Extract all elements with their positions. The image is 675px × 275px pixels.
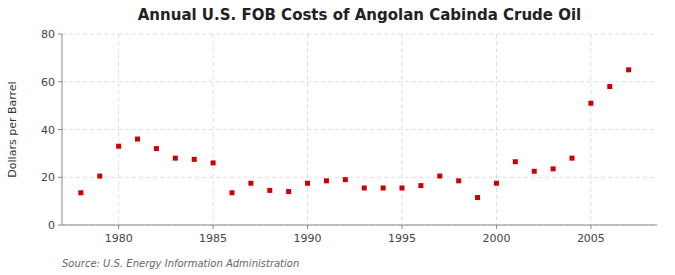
points [78, 67, 631, 200]
grid-line-x [213, 34, 214, 225]
point [418, 183, 423, 188]
point [475, 195, 480, 200]
x-tick-label: 1985 [199, 232, 227, 245]
grid-line-x [590, 34, 591, 225]
point [588, 101, 593, 106]
x-tick [590, 225, 591, 229]
x-tick-label: 1990 [294, 232, 322, 245]
point [173, 156, 178, 161]
x-tick [496, 225, 497, 229]
grid-line-y [62, 177, 657, 178]
point [362, 185, 367, 190]
y-tick-label: 60 [41, 76, 55, 89]
source-note: Source: U.S. Energy Information Administ… [62, 258, 299, 269]
grid-line-x [307, 34, 308, 225]
x-tick-label: 1980 [105, 232, 133, 245]
x-tick-label: 2005 [577, 232, 605, 245]
x-tick-label: 1995 [388, 232, 416, 245]
axes: 1980 1985 1990 1995 2000 2005 0 20 40 60 80 [41, 28, 605, 245]
point [154, 146, 159, 151]
x-tick-label: 2000 [482, 232, 510, 245]
x-tick [213, 225, 214, 229]
grid [62, 34, 657, 225]
x-axis-line [62, 225, 657, 226]
point [135, 137, 140, 142]
y-tick [58, 177, 62, 178]
grid-line-x [496, 34, 497, 225]
grid-line-x [402, 34, 403, 225]
y-tick-label: 0 [48, 219, 55, 232]
chart: Annual U.S. FOB Costs of Angolan Cabinda… [0, 0, 675, 275]
point [551, 166, 556, 171]
point [626, 67, 631, 72]
y-axis-label: Dollars per Barrel [6, 81, 19, 177]
point [381, 185, 386, 190]
point [248, 181, 253, 186]
point [78, 190, 83, 195]
point [607, 84, 612, 89]
point [286, 189, 291, 194]
y-tick-label: 80 [41, 28, 55, 41]
point [400, 185, 405, 190]
y-tick-label: 40 [41, 124, 55, 137]
y-tick [58, 129, 62, 130]
point [267, 188, 272, 193]
grid-line-y [62, 34, 657, 35]
point [532, 169, 537, 174]
y-tick [58, 225, 62, 226]
point [97, 174, 102, 179]
x-tick [118, 225, 119, 229]
grid-line-y [62, 129, 657, 130]
y-tick [58, 81, 62, 82]
point [324, 178, 329, 183]
y-tick [58, 34, 62, 35]
point [192, 157, 197, 162]
title: Annual U.S. FOB Costs of Angolan Cabinda… [138, 6, 582, 24]
point [305, 181, 310, 186]
point [494, 181, 499, 186]
x-tick [307, 225, 308, 229]
grid-line-y [62, 225, 657, 226]
grid-line-x [118, 34, 119, 225]
chart-container: Annual U.S. FOB Costs of Angolan Cabinda… [0, 0, 675, 275]
y-tick-label: 20 [41, 171, 55, 184]
point [211, 160, 216, 165]
point [570, 156, 575, 161]
point [343, 177, 348, 182]
point [513, 159, 518, 164]
point [456, 178, 461, 183]
x-tick [402, 225, 403, 229]
point [116, 144, 121, 149]
point [230, 190, 235, 195]
grid-line-y [62, 81, 657, 82]
point [437, 174, 442, 179]
